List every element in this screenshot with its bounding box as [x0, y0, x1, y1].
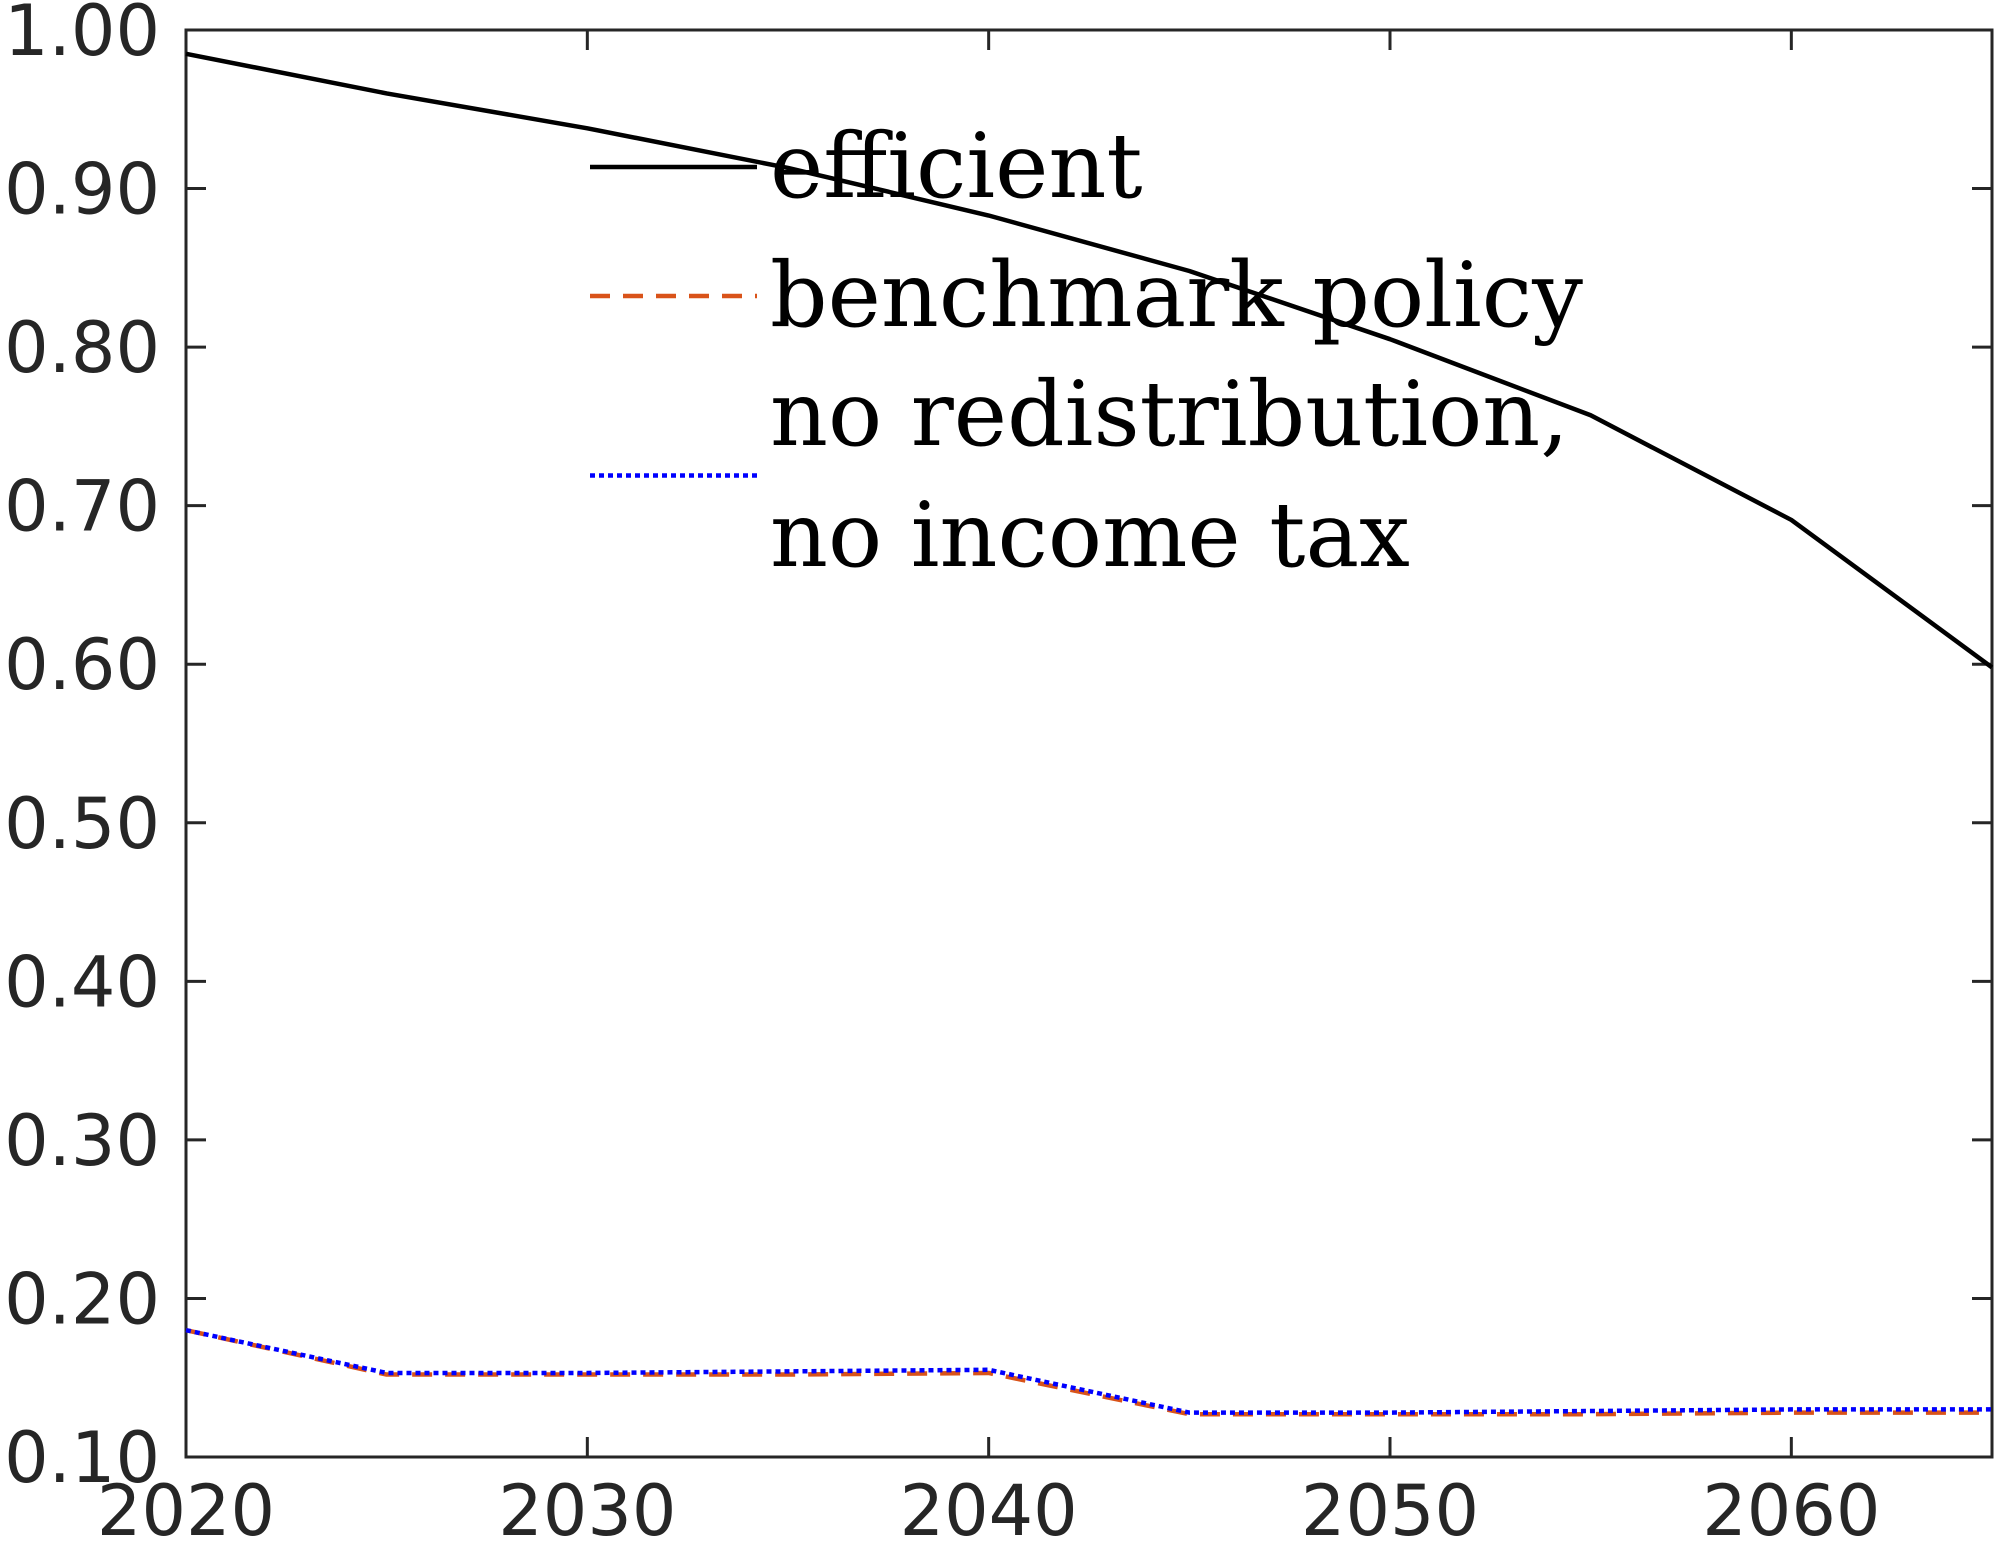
x-tick-label: 2040	[900, 1470, 1078, 1552]
x-tick-label: 2030	[498, 1470, 676, 1552]
y-tick-label: 0.90	[4, 149, 160, 231]
legend-label: benchmark policy	[770, 243, 1583, 348]
y-tick-label: 0.50	[4, 783, 160, 865]
series-line-efficient	[185, 51, 1994, 670]
y-tick-label: 0.20	[4, 1258, 160, 1340]
plot-frame	[184, 28, 1994, 1459]
legend: efficient benchmark policy no redistributi…	[590, 114, 1583, 588]
series-line-benchmark-policy	[185, 1327, 1992, 1417]
legend-label: no redistribution,	[770, 362, 1569, 467]
legend-label: no income tax	[770, 483, 1410, 588]
axis-tick-labels: 2020 2030 2040 2050 2060 0.10 0.20 0.30 0.40 0.50…	[4, 0, 1880, 1552]
series-lines	[185, 51, 1994, 1417]
plot-area-border	[184, 28, 1994, 1459]
y-tick-label: 1.00	[4, 0, 160, 72]
y-tick-label: 0.80	[4, 307, 160, 389]
x-tick-label: 2020	[97, 1470, 275, 1552]
y-tick-label: 0.70	[4, 466, 160, 548]
axis-ticks	[184, 28, 1992, 1459]
x-tick-label: 2060	[1702, 1470, 1880, 1552]
x-tick-label: 2050	[1301, 1470, 1479, 1552]
y-tick-label: 0.60	[4, 624, 160, 706]
y-tick-label: 0.30	[4, 1100, 160, 1182]
legend-label: efficient	[770, 114, 1143, 219]
y-tick-label: 0.40	[4, 941, 160, 1023]
y-tick-label: 0.10	[4, 1417, 160, 1499]
series-line-no-redistribution	[185, 1327, 1992, 1415]
